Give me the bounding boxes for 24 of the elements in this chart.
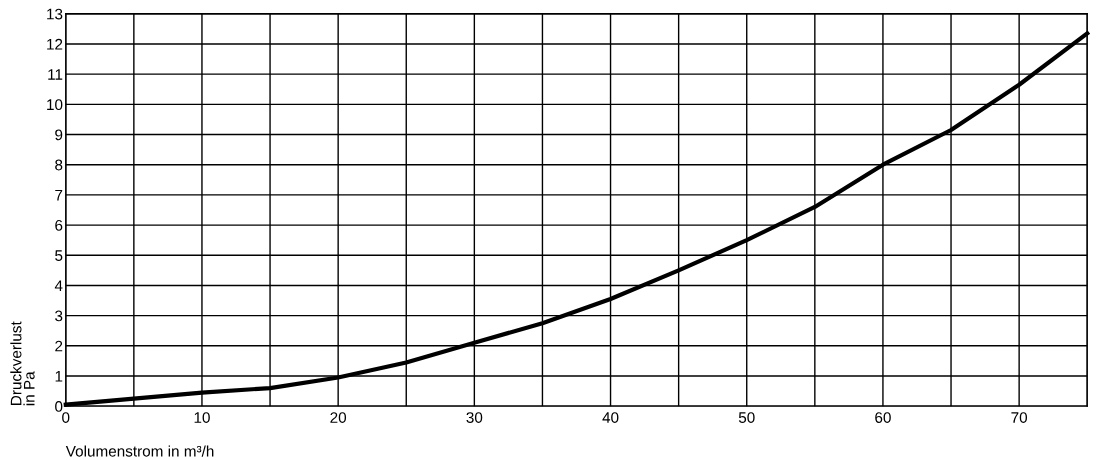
y-tick-label: 9	[55, 129, 63, 141]
x-tick-label: 50	[738, 412, 755, 423]
y-tick-label: 12	[47, 38, 63, 50]
y-tick-label: 3	[55, 310, 63, 322]
y-tick-label: 5	[55, 250, 63, 261]
x-tick-label: 0	[62, 412, 70, 423]
y-tick-label: 0	[55, 401, 63, 412]
y-tick-label: 13	[47, 8, 63, 20]
y-tick-label: 11	[48, 69, 63, 80]
y-tick-label: 6	[55, 219, 63, 231]
x-tick-label: 10	[194, 412, 210, 423]
y-axis-title: Druckverlust in Pa	[10, 321, 35, 406]
y-tick-label: 8	[55, 159, 63, 171]
x-tick-label: 60	[875, 412, 891, 423]
y-tick-label: 10	[47, 99, 63, 111]
x-tick-label: 70	[1011, 412, 1028, 423]
x-tick-label: 20	[330, 412, 347, 423]
x-axis-title: Volumenstrom in m³/h	[65, 445, 214, 457]
y-tick-label: 7	[55, 189, 63, 201]
x-tick-label: 30	[466, 412, 483, 423]
y-tick-label: 2	[55, 340, 63, 352]
y-tick-label: 4	[54, 280, 63, 291]
x-tick-label: 40	[602, 412, 619, 423]
y-tick-label: 1	[55, 371, 63, 382]
